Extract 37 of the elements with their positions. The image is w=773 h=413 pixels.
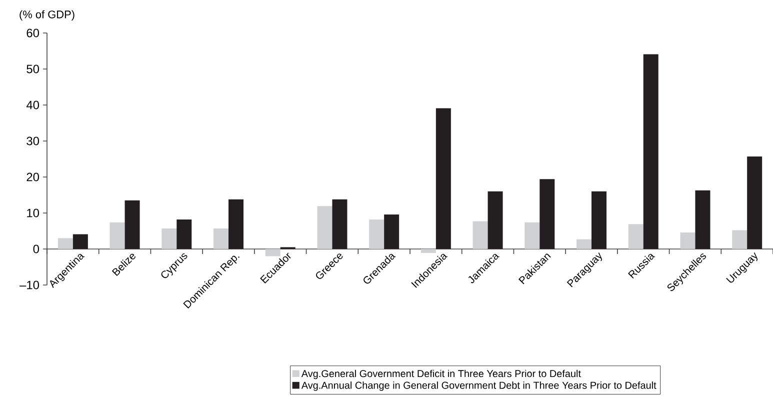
legend-label: Avg.Annual Change in General Government Debt in Three Years Prior to Default <box>301 382 656 391</box>
bar <box>680 232 696 250</box>
bar <box>488 191 503 250</box>
bar <box>747 156 762 250</box>
bar <box>576 239 592 250</box>
y-tick-label: 40 <box>26 100 40 110</box>
y-tick-label: 10 <box>27 208 40 218</box>
y-tick-label: –10 <box>20 280 40 290</box>
bar <box>472 221 488 250</box>
y-tick-label: 0 <box>33 244 40 254</box>
bar <box>58 238 73 250</box>
bar <box>332 199 348 250</box>
bar <box>643 54 658 250</box>
bar <box>540 179 555 250</box>
bar <box>317 206 332 250</box>
bar <box>369 219 384 250</box>
bar <box>124 200 140 250</box>
legend-label: Avg.General Government Deficit in Three Years Prior to Default <box>301 370 581 380</box>
y-axis-title: (% of GDP) <box>20 10 74 20</box>
y-tick-label: 50 <box>26 64 40 74</box>
y-tick-label: 20 <box>26 172 40 182</box>
y-tick-label: 30 <box>26 136 40 146</box>
bar <box>420 249 436 253</box>
bar <box>732 230 748 250</box>
bar <box>176 219 192 250</box>
bar <box>214 228 228 250</box>
bar <box>384 214 400 250</box>
bar <box>592 191 607 250</box>
bar <box>436 108 451 250</box>
y-tick-label: 60 <box>26 28 40 38</box>
bar <box>695 190 710 250</box>
bar <box>228 199 244 250</box>
bar <box>110 222 125 250</box>
bar <box>72 234 88 250</box>
bar <box>628 224 644 250</box>
bar <box>162 228 177 250</box>
bar <box>524 222 540 250</box>
